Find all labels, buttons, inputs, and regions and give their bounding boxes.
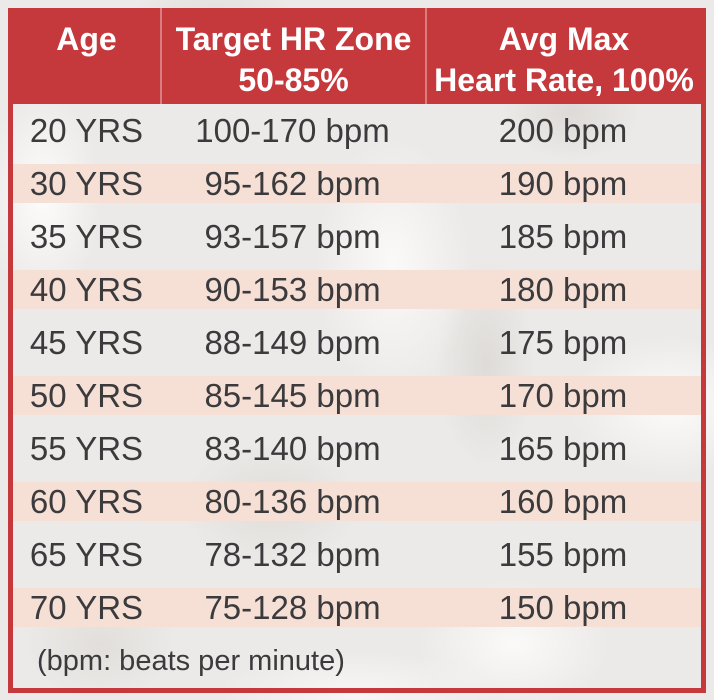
- table-row: 30 YRS 95-162 bpm 190 bpm: [13, 157, 701, 210]
- table-row: 35 YRS 93-157 bpm 185 bpm: [13, 210, 701, 263]
- header-zone-line1: Target HR Zone: [175, 21, 412, 57]
- max-hr-cell: 185 bpm: [498, 217, 628, 255]
- footnote-row: (bpm: beats per minute): [13, 634, 701, 688]
- table-row: 65 YRS 78-132 bpm 155 bpm: [13, 528, 701, 581]
- table-row: 50 YRS 85-145 bpm 170 bpm: [13, 369, 701, 422]
- hr-zone-cell: 100-170 bpm: [195, 111, 390, 149]
- age-cell: 30 YRS: [29, 164, 144, 202]
- header-col-age: Age: [13, 8, 160, 104]
- hr-zone-cell: 85-145 bpm: [204, 376, 381, 414]
- table-row: 20 YRS 100-170 bpm 200 bpm: [13, 104, 701, 157]
- table-header-row: Age Target HR Zone 50-85% Avg Max Heart …: [8, 8, 706, 104]
- hr-zone-cell: 90-153 bpm: [204, 270, 381, 308]
- hr-zone-cell: 88-149 bpm: [204, 323, 381, 361]
- hr-zone-cell: 80-136 bpm: [204, 482, 381, 520]
- hr-zone-cell: 93-157 bpm: [204, 217, 381, 255]
- hr-zone-cell: 95-162 bpm: [204, 164, 381, 202]
- max-hr-cell: 165 bpm: [498, 429, 628, 467]
- age-cell: 60 YRS: [29, 482, 144, 520]
- hr-zone-cell: 83-140 bpm: [204, 429, 381, 467]
- header-age-line1: Age: [56, 21, 117, 57]
- age-cell: 45 YRS: [29, 323, 144, 361]
- age-cell: 50 YRS: [29, 376, 144, 414]
- hr-zone-cell: 75-128 bpm: [204, 588, 381, 626]
- table-row: 55 YRS 83-140 bpm 165 bpm: [13, 422, 701, 475]
- max-hr-cell: 180 bpm: [498, 270, 628, 308]
- table-row: 40 YRS 90-153 bpm 180 bpm: [13, 263, 701, 316]
- max-hr-cell: 175 bpm: [498, 323, 628, 361]
- age-cell: 35 YRS: [29, 217, 144, 255]
- age-cell: 40 YRS: [29, 270, 144, 308]
- header-max-line1: Avg Max: [498, 21, 630, 57]
- table-row: 45 YRS 88-149 bpm 175 bpm: [13, 316, 701, 369]
- table-row: 70 YRS 75-128 bpm 150 bpm: [13, 581, 701, 634]
- age-cell: 65 YRS: [29, 535, 144, 573]
- heart-rate-table: Age Target HR Zone 50-85% Avg Max Heart …: [8, 8, 706, 693]
- age-cell: 20 YRS: [29, 111, 144, 149]
- header-zone-line2: 50-85%: [238, 62, 349, 98]
- max-hr-cell: 150 bpm: [498, 588, 628, 626]
- hr-zone-cell: 78-132 bpm: [204, 535, 381, 573]
- age-cell: 55 YRS: [29, 429, 144, 467]
- header-col-avg-max: Avg Max Heart Rate, 100%: [425, 8, 701, 104]
- header-col-target-hr-zone: Target HR Zone 50-85%: [160, 8, 425, 104]
- max-hr-cell: 190 bpm: [498, 164, 628, 202]
- age-cell: 70 YRS: [29, 588, 144, 626]
- table-row: 60 YRS 80-136 bpm 160 bpm: [13, 475, 701, 528]
- max-hr-cell: 170 bpm: [498, 376, 628, 414]
- max-hr-cell: 155 bpm: [498, 535, 628, 573]
- max-hr-cell: 200 bpm: [498, 111, 628, 149]
- max-hr-cell: 160 bpm: [498, 482, 628, 520]
- footnote-text: (bpm: beats per minute): [37, 644, 345, 677]
- header-max-line2: Heart Rate, 100%: [434, 62, 694, 98]
